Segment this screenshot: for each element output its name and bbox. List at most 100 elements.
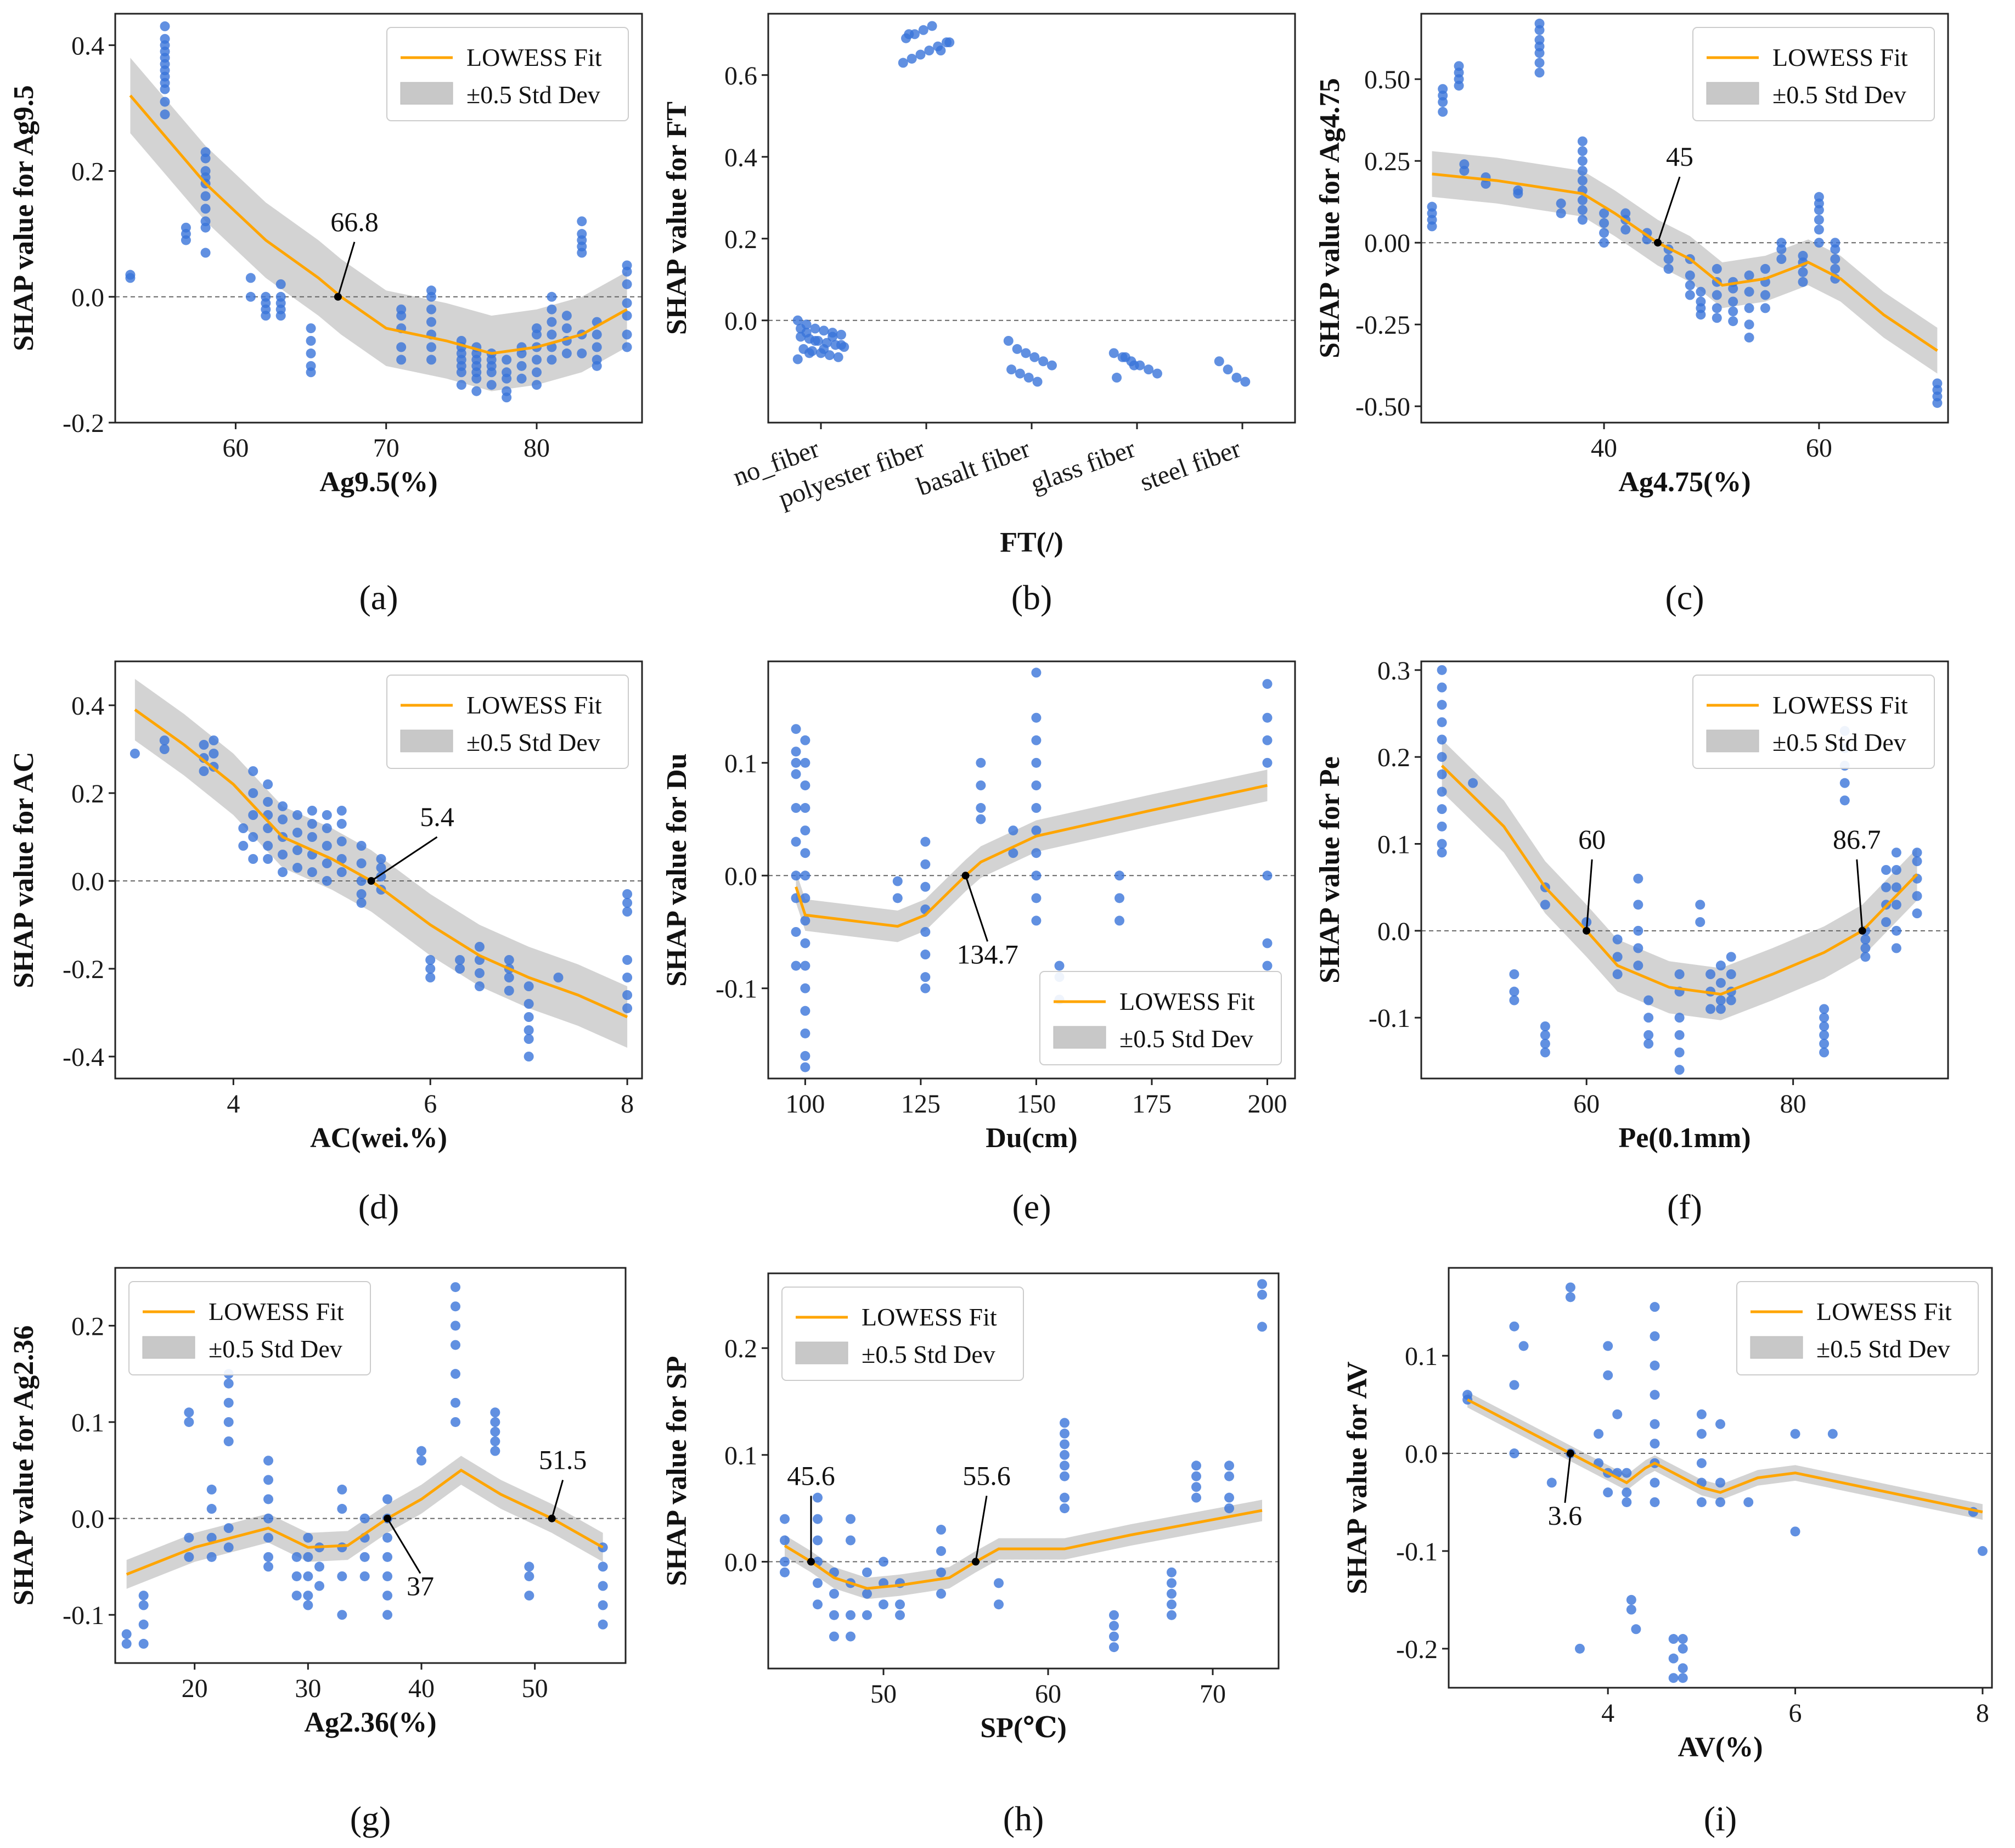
data-point (1776, 254, 1787, 264)
data-point (1262, 679, 1273, 689)
x-tick-label: 8 (1976, 1699, 1989, 1728)
x-tick-label: 4 (227, 1089, 240, 1119)
panel-caption: (g) (350, 1799, 391, 1838)
legend-lowess-label: LOWESS Fit (1772, 43, 1908, 71)
y-tick-label: 0.2 (71, 1312, 104, 1341)
data-point (1257, 1279, 1267, 1289)
data-point (396, 355, 407, 365)
legend: LOWESS Fit ±0.5 Std Dev (781, 1287, 1024, 1381)
data-point (792, 315, 803, 325)
x-tick-label: 40 (1591, 434, 1617, 463)
data-point (359, 1571, 370, 1581)
data-point (1631, 1624, 1641, 1634)
y-tick-label: -0.1 (63, 1601, 104, 1630)
data-point (1565, 1292, 1575, 1302)
y-tick-label: 0.1 (724, 749, 757, 778)
data-point (1540, 1038, 1550, 1049)
data-point (1167, 1567, 1177, 1577)
data-point (1437, 734, 1447, 745)
data-point (1650, 1302, 1660, 1312)
data-point (223, 1417, 234, 1427)
data-point (1224, 1461, 1234, 1471)
data-point (800, 870, 810, 881)
data-point (1633, 900, 1643, 910)
data-point (1678, 1673, 1688, 1683)
data-point (994, 1599, 1004, 1610)
annotation-label: 45.6 (787, 1460, 835, 1491)
data-point (1860, 943, 1871, 953)
data-point (1819, 1030, 1830, 1040)
data-point (1633, 943, 1643, 953)
data-point (223, 1397, 234, 1408)
data-point (800, 1006, 810, 1016)
data-point (1577, 205, 1588, 215)
x-tick-label: 175 (1132, 1089, 1172, 1119)
legend-lowess-label: LOWESS Fit (1119, 987, 1255, 1015)
data-point (1696, 1458, 1707, 1468)
data-point (336, 867, 347, 877)
legend: LOWESS Fit ±0.5 Std Dev (128, 1281, 371, 1375)
data-point (780, 1567, 790, 1577)
annotation-dot (1858, 926, 1866, 935)
data-point (879, 1557, 888, 1567)
data-point (1881, 917, 1892, 927)
data-point (846, 1535, 855, 1546)
data-point (1674, 969, 1685, 979)
data-point (1167, 1599, 1177, 1610)
data-point (622, 298, 632, 308)
legend-lowess-label: LOWESS Fit (1816, 1297, 1952, 1325)
data-point (1577, 166, 1588, 176)
data-point (622, 889, 633, 899)
data-point (474, 968, 485, 978)
data-point (598, 1581, 608, 1591)
data-point (138, 1591, 149, 1601)
data-point (248, 810, 258, 820)
data-point (336, 836, 347, 846)
data-point (819, 325, 829, 336)
x-tick-label: 6 (1789, 1699, 1802, 1728)
data-point (1257, 1289, 1267, 1300)
data-point (800, 735, 810, 745)
data-point (184, 1532, 194, 1543)
data-point (1603, 1341, 1613, 1351)
data-point (810, 323, 820, 334)
data-point (1509, 969, 1519, 979)
legend: LOWESS Fit ±0.5 Std Dev (1039, 971, 1282, 1065)
data-point (622, 1003, 633, 1013)
data-point (359, 1513, 370, 1524)
data-point (223, 1378, 234, 1389)
data-point (200, 191, 211, 201)
data-point (1696, 1409, 1707, 1419)
data-point (314, 1581, 324, 1591)
data-point (936, 1588, 946, 1599)
data-point (791, 746, 801, 757)
data-point (1819, 1038, 1830, 1049)
chart-panel-a: -0.2 0.0 0.2 0.4 60 70 80 Ag9.5(%) SHAP value fo… (8, 13, 643, 617)
data-point (1060, 1428, 1070, 1439)
data-point (1663, 254, 1674, 264)
data-point (524, 1591, 534, 1601)
data-point (1706, 969, 1716, 979)
data-point (291, 1571, 302, 1581)
data-point (1685, 280, 1695, 290)
data-point (1622, 1468, 1632, 1478)
data-point (1715, 1478, 1725, 1488)
data-point (425, 955, 436, 965)
data-point (936, 1546, 946, 1556)
legend-band-swatch (1706, 729, 1759, 752)
data-point (275, 304, 286, 314)
data-point (524, 1052, 534, 1061)
data-point (1760, 290, 1770, 300)
data-point (356, 876, 367, 886)
data-point (1534, 58, 1545, 68)
data-point (532, 355, 542, 365)
data-point (524, 1561, 534, 1572)
y-tick-label: -0.1 (716, 975, 757, 1004)
data-point (490, 1417, 500, 1427)
x-tick-label: 150 (1016, 1089, 1056, 1119)
data-point (1744, 333, 1754, 343)
annotation-pointer (370, 836, 438, 882)
data-point (895, 1599, 905, 1610)
plot-area (115, 679, 642, 1061)
data-point (1129, 360, 1139, 370)
